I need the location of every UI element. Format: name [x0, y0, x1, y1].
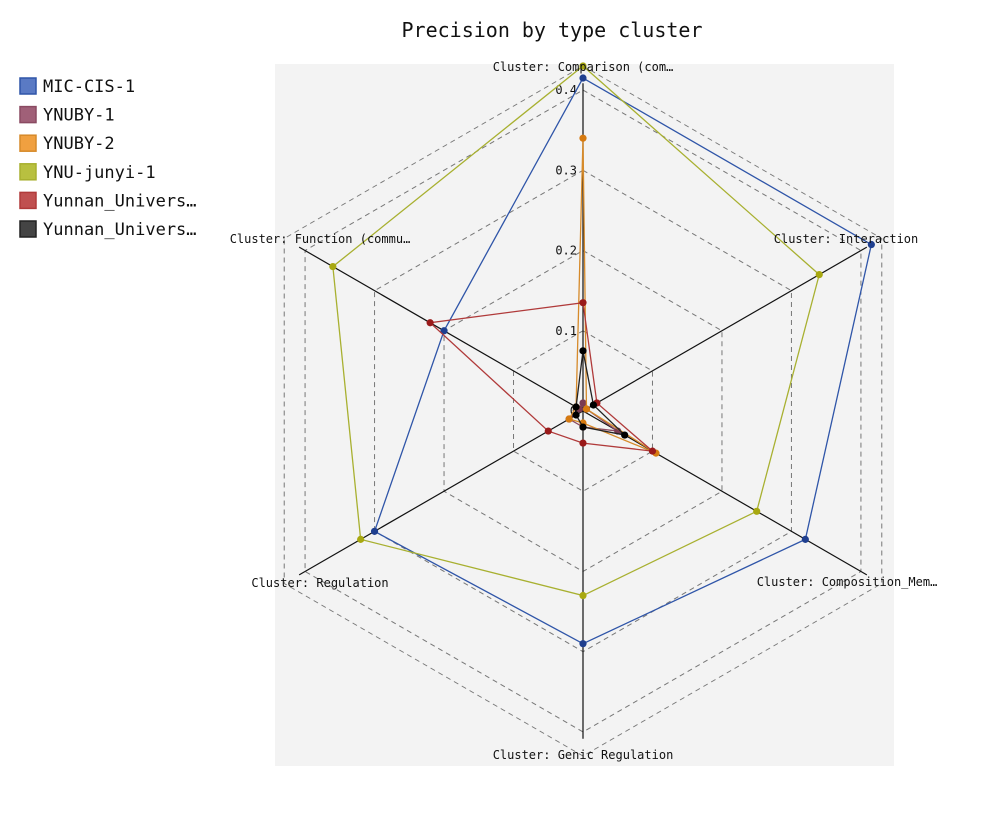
data-point-YNU-junyi-1-5: [329, 262, 337, 271]
data-point-MIC-CIS-1-1: [867, 240, 875, 249]
axis-labels: Cluster: Comparison (com… Cluster: Intera…: [230, 60, 938, 762]
data-point-Yunnan_University-1-4: [544, 427, 552, 435]
legend-swatch-Yunnan_University-2: [19, 220, 37, 238]
data-point-YNU-junyi-1-4: [357, 535, 365, 543]
legend-swatch-MIC-CIS-1: [19, 77, 37, 95]
legend-label-YNU-junyi-1: YNU-junyi-1: [43, 163, 156, 183]
tick-label-4: 0.4: [555, 83, 577, 97]
data-point-YNUBY-2-0: [579, 134, 587, 142]
legend-item-MIC-CIS-1[interactable]: MIC-CIS-1: [19, 77, 135, 97]
series-Yunnan_University-2: [572, 347, 629, 439]
tick-label-3: 0.3: [555, 163, 577, 177]
data-point-Yunnan_University-2-1: [589, 401, 598, 409]
legend-swatch-Yunnan_University-1: [19, 191, 37, 210]
axis-label-1: Cluster: Interaction: [774, 232, 919, 246]
legend-item-Yunnan_University-2[interactable]: Yunnan_Univers…: [19, 220, 197, 240]
series-group: [329, 62, 875, 648]
data-point-Yunnan_University-2-2: [621, 431, 629, 439]
series-YNU-junyi-1: [329, 62, 823, 600]
axis-spoke-4: [298, 410, 584, 576]
legend-label-MIC-CIS-1: MIC-CIS-1: [43, 77, 135, 97]
axis-label-3: Cluster: Genic Regulation: [493, 748, 674, 762]
data-point-Yunnan_University-2-0: [579, 347, 587, 355]
tick-label-2: 0.2: [555, 244, 577, 258]
axes: [298, 83, 868, 739]
data-point-Yunnan_University-1-5: [426, 319, 434, 327]
data-point-Yunnan_University-2-3: [579, 423, 587, 431]
legend[interactable]: MIC-CIS-1 YNUBY-1 YNUBY-2 YNU-junyi-1 Yunnan…: [19, 77, 197, 240]
legend-item-YNU-junyi-1[interactable]: YNU-junyi-1: [19, 163, 156, 183]
data-point-YNUBY-2-1: [582, 405, 591, 413]
axis-label-4: Cluster: Regulation: [251, 576, 388, 590]
legend-item-YNUBY-1[interactable]: YNUBY-1: [19, 105, 115, 126]
series-Yunnan_University-1: [426, 299, 657, 455]
legend-label-YNUBY-1: YNUBY-1: [43, 106, 115, 126]
axis-label-5: Cluster: Function (commu…: [230, 232, 411, 246]
data-point-Yunnan_University-1-3: [579, 439, 587, 447]
legend-swatch-YNU-junyi-1: [19, 163, 37, 181]
tick-label-1: 0.1: [555, 324, 577, 338]
data-point-Yunnan_University-2-4: [572, 411, 580, 419]
legend-item-YNUBY-2[interactable]: YNUBY-2: [19, 134, 115, 154]
data-point-YNU-junyi-1-2: [753, 507, 761, 515]
axis-label-2: Cluster: Composition_Mem…: [757, 575, 938, 589]
plot-background: [275, 64, 894, 766]
legend-label-YNUBY-2: YNUBY-2: [43, 134, 115, 154]
legend-swatch-YNUBY-1: [19, 105, 37, 124]
legend-item-Yunnan_University-1[interactable]: Yunnan_Univers…: [19, 191, 197, 211]
data-point-YNU-junyi-1-0: [579, 62, 587, 70]
series-MIC-CIS-1: [370, 74, 875, 648]
grid-ring-outer: [283, 65, 883, 757]
data-point-Yunnan_University-2-5: [572, 403, 580, 411]
axis-spoke-2: [582, 410, 868, 576]
data-point-YNUBY-2-4: [565, 415, 573, 423]
chart-title: Precision by type cluster: [401, 18, 702, 42]
legend-label-Yunnan_University-2: Yunnan_Univers…: [43, 220, 197, 240]
data-point-MIC-CIS-1-3: [579, 640, 587, 648]
data-point-MIC-CIS-1-0: [579, 74, 587, 82]
axis-label-0: Cluster: Comparison (com…: [493, 60, 674, 74]
tick-labels: 00.10.20.30.4: [555, 83, 577, 418]
data-point-MIC-CIS-1-5: [440, 327, 448, 335]
legend-swatch-YNUBY-2: [19, 134, 37, 152]
data-point-MIC-CIS-1-4: [370, 527, 379, 535]
data-point-Yunnan_University-1-2: [648, 447, 657, 455]
legend-label-Yunnan_University-1: Yunnan_Univers…: [43, 191, 197, 211]
data-point-YNUBY-1-0: [579, 399, 587, 407]
data-point-Yunnan_University-1-0: [579, 299, 587, 307]
data-point-YNU-junyi-1-3: [579, 591, 587, 600]
data-point-MIC-CIS-1-2: [801, 535, 809, 543]
data-point-YNU-junyi-1-1: [815, 271, 823, 279]
